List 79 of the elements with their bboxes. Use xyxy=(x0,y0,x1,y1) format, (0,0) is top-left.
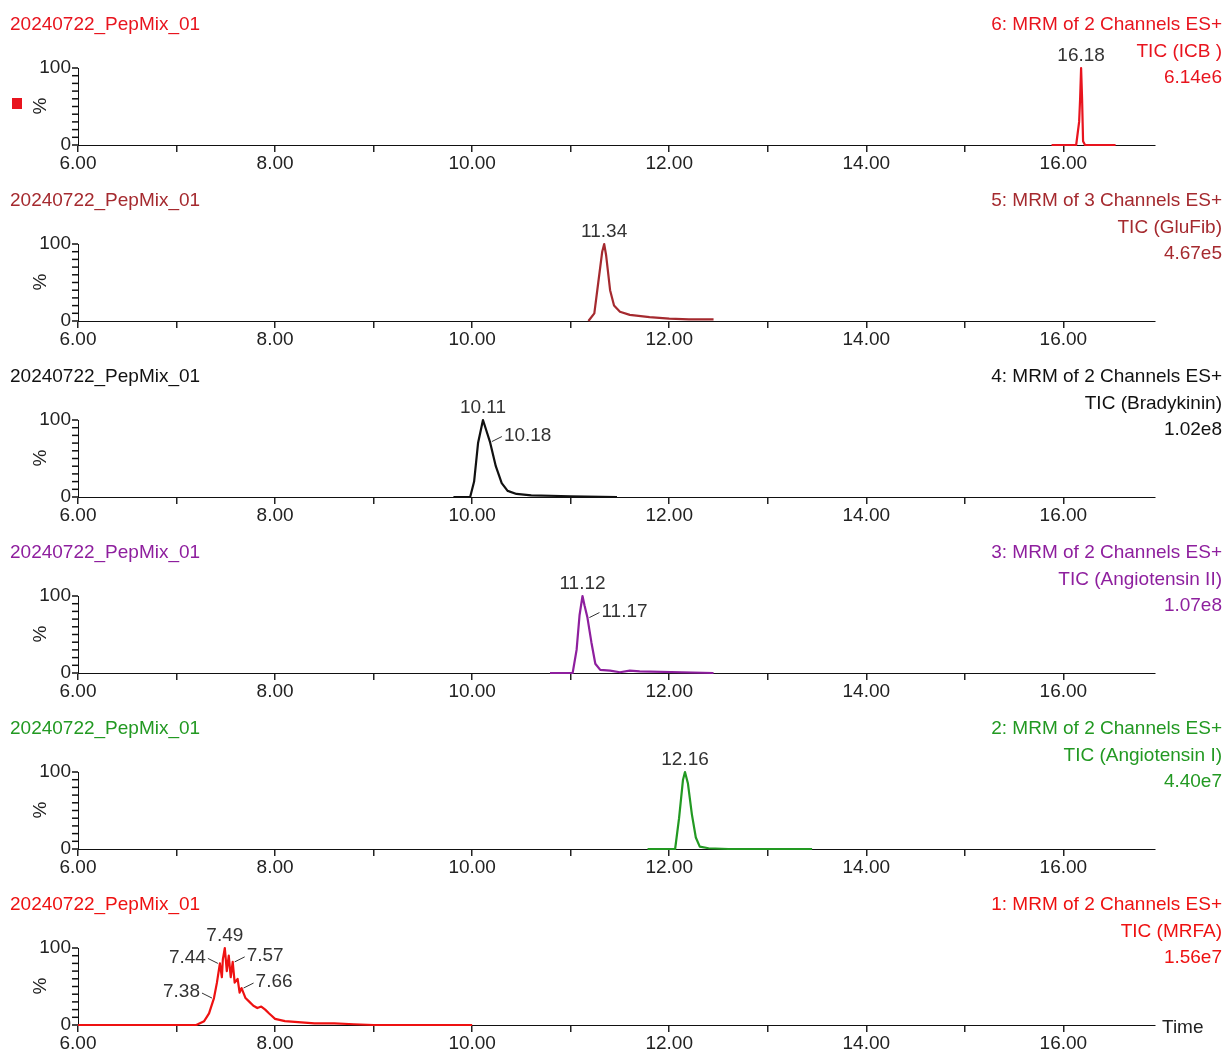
annotation: 10.11 xyxy=(459,395,507,417)
annotation: 7.44 xyxy=(168,945,207,967)
x-tick-label: 14.00 xyxy=(842,503,891,525)
text: 1: MRM of 2 Channels ES+ xyxy=(991,892,1222,916)
x-tick-label: 12.00 xyxy=(645,855,693,877)
text: TIC (ICB ) xyxy=(1136,38,1222,63)
text: 2: MRM of 2 Channels ES+ xyxy=(991,716,1222,740)
text: 1.02e8 xyxy=(1163,417,1222,441)
chart-title: 20240722_PepMix_01 xyxy=(10,716,201,741)
x-tick-label: 16.00 xyxy=(1039,503,1088,525)
x-tick-label: 12.00 xyxy=(645,151,693,173)
x-axis-title: Time xyxy=(1162,1015,1204,1039)
x-tick-label: 16.00 xyxy=(1039,327,1088,349)
chart-title: 20240722_PepMix_01 xyxy=(10,364,201,389)
y-tick-label: 100 xyxy=(39,760,71,782)
y-tick-label: 100 xyxy=(39,408,71,430)
text: TIC (Angiotensin I) xyxy=(1063,742,1222,767)
y-axis-title: % xyxy=(28,273,52,291)
x-tick-label: 10.00 xyxy=(448,1031,496,1053)
annotation: 10.18 xyxy=(503,423,552,445)
x-tick-label: 16.00 xyxy=(1039,679,1088,701)
x-tick-label: 12.00 xyxy=(645,503,693,525)
x-tick-label: 12.00 xyxy=(645,327,693,349)
x-tick-label: 10.00 xyxy=(448,327,496,349)
x-tick-label: 12.00 xyxy=(645,1031,693,1053)
y-axis-title: % xyxy=(28,625,52,643)
x-tick-label: 12.00 xyxy=(645,679,693,701)
x-tick-label: 8.00 xyxy=(256,151,294,173)
annotation: 11.17 xyxy=(601,599,648,621)
text: 6.14e6 xyxy=(1163,65,1222,89)
chart-title: 20240722_PepMix_01 xyxy=(10,540,201,565)
text: 6: MRM of 2 Channels ES+ xyxy=(991,12,1222,36)
x-tick-label: 8.00 xyxy=(256,327,294,349)
y-tick-label: 100 xyxy=(39,56,71,78)
text: 1.56e7 xyxy=(1163,945,1222,969)
text: 3: MRM of 2 Channels ES+ xyxy=(991,540,1222,564)
y-tick-label: 100 xyxy=(39,232,71,254)
x-tick-label: 10.00 xyxy=(448,679,496,701)
x-tick-label: 10.00 xyxy=(448,151,496,173)
text: TIC (GluFib) xyxy=(1117,214,1222,239)
x-tick-label: 14.00 xyxy=(842,151,891,173)
x-tick-label: 10.00 xyxy=(448,503,496,525)
x-tick-label: 14.00 xyxy=(842,679,891,701)
annotation: 12.16 xyxy=(661,747,709,769)
annotation: 7.49 xyxy=(206,923,244,945)
x-tick-label: 8.00 xyxy=(256,503,294,525)
chart-title: 20240722_PepMix_01 xyxy=(10,12,201,37)
text: 5: MRM of 3 Channels ES+ xyxy=(991,188,1222,212)
x-tick-label: 14.00 xyxy=(842,1031,891,1053)
x-tick-label: 16.00 xyxy=(1039,855,1088,877)
annotation: 7.66 xyxy=(255,970,293,992)
text: 4: MRM of 2 Channels ES+ xyxy=(991,364,1222,388)
annotation: 7.57 xyxy=(246,944,284,966)
x-tick-label: 8.00 xyxy=(256,1031,294,1053)
y-axis-title: % xyxy=(28,97,52,115)
annotation: 11.34 xyxy=(581,219,628,241)
y-tick-label: 100 xyxy=(39,936,71,958)
x-tick-label: 16.00 xyxy=(1039,1031,1088,1053)
y-axis-title: % xyxy=(28,801,52,819)
annotation: 7.38 xyxy=(163,980,200,1002)
text: 1.07e8 xyxy=(1163,593,1222,617)
x-tick-label: 14.00 xyxy=(842,327,891,349)
y-axis-title: % xyxy=(28,449,52,467)
y-axis-title: % xyxy=(28,977,52,995)
text: 4.40e7 xyxy=(1163,769,1222,793)
x-tick-label: 16.00 xyxy=(1039,151,1088,173)
text: TIC (Bradykinin) xyxy=(1084,390,1222,415)
x-tick-label: 14.00 xyxy=(842,855,891,877)
text: TIC (MRFA) xyxy=(1120,918,1222,943)
text: 4.67e5 xyxy=(1163,241,1222,265)
x-tick-label: 10.00 xyxy=(448,855,496,877)
x-tick-label: 8.00 xyxy=(256,855,294,877)
x-tick-label: 8.00 xyxy=(256,679,294,701)
chart-title: 20240722_PepMix_01 xyxy=(10,188,201,213)
chart-title: 20240722_PepMix_01 xyxy=(10,892,201,917)
y-tick-label: 100 xyxy=(39,584,71,606)
annotation: 11.12 xyxy=(559,571,606,593)
text: TIC (Angiotensin II) xyxy=(1058,566,1222,591)
annotation: 16.18 xyxy=(1057,43,1105,65)
